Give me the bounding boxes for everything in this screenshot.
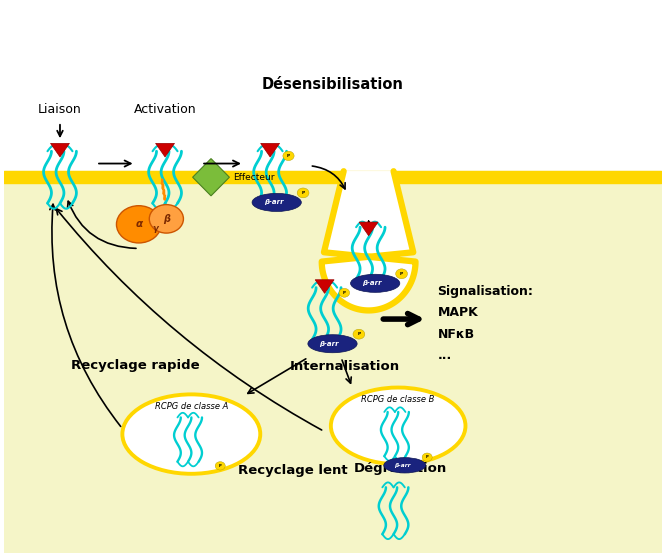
Text: Effecteur: Effecteur <box>233 173 274 182</box>
Polygon shape <box>193 158 229 196</box>
Text: P: P <box>400 272 403 276</box>
Ellipse shape <box>384 458 426 473</box>
Text: ...: ... <box>438 349 452 362</box>
Text: Dégradation: Dégradation <box>354 462 447 475</box>
Text: Désensibilisation: Désensibilisation <box>261 77 404 92</box>
Text: Signalisation:: Signalisation: <box>438 285 533 298</box>
Text: Recyclage rapide: Recyclage rapide <box>71 359 200 372</box>
Circle shape <box>297 188 309 198</box>
Polygon shape <box>156 143 174 157</box>
Circle shape <box>116 206 161 243</box>
Text: Liaison: Liaison <box>38 103 82 116</box>
Text: α: α <box>135 219 142 229</box>
Text: β-arr: β-arr <box>319 341 339 347</box>
Text: RCPG de classe A: RCPG de classe A <box>155 402 228 411</box>
Text: P: P <box>301 191 305 195</box>
Text: β: β <box>163 214 170 224</box>
Circle shape <box>283 151 294 161</box>
Text: Activation: Activation <box>134 103 196 116</box>
Text: P: P <box>343 291 346 295</box>
Text: Internalisation: Internalisation <box>289 360 400 373</box>
Circle shape <box>215 461 225 470</box>
Text: β-arr: β-arr <box>362 280 382 286</box>
Polygon shape <box>261 143 279 157</box>
Polygon shape <box>51 143 69 157</box>
Ellipse shape <box>122 394 260 474</box>
Text: P: P <box>287 154 290 158</box>
Circle shape <box>149 205 184 233</box>
Text: γ: γ <box>152 224 158 233</box>
Ellipse shape <box>331 388 466 464</box>
Circle shape <box>353 329 365 339</box>
Text: P: P <box>357 332 360 336</box>
Polygon shape <box>359 222 378 236</box>
Polygon shape <box>322 171 416 310</box>
Text: β-arr: β-arr <box>263 200 283 205</box>
Polygon shape <box>315 280 334 294</box>
Ellipse shape <box>308 335 357 353</box>
Text: RCPG de classe B: RCPG de classe B <box>362 395 435 404</box>
Text: β-arr: β-arr <box>394 463 410 468</box>
Text: Recyclage lent: Recyclage lent <box>238 464 348 477</box>
Text: NFκB: NFκB <box>438 328 475 341</box>
Circle shape <box>396 269 408 279</box>
Text: P: P <box>219 464 221 468</box>
Circle shape <box>422 453 432 461</box>
Ellipse shape <box>350 274 400 292</box>
Text: MAPK: MAPK <box>438 306 478 319</box>
Text: P: P <box>426 455 428 459</box>
Ellipse shape <box>252 193 301 211</box>
Circle shape <box>339 289 350 297</box>
